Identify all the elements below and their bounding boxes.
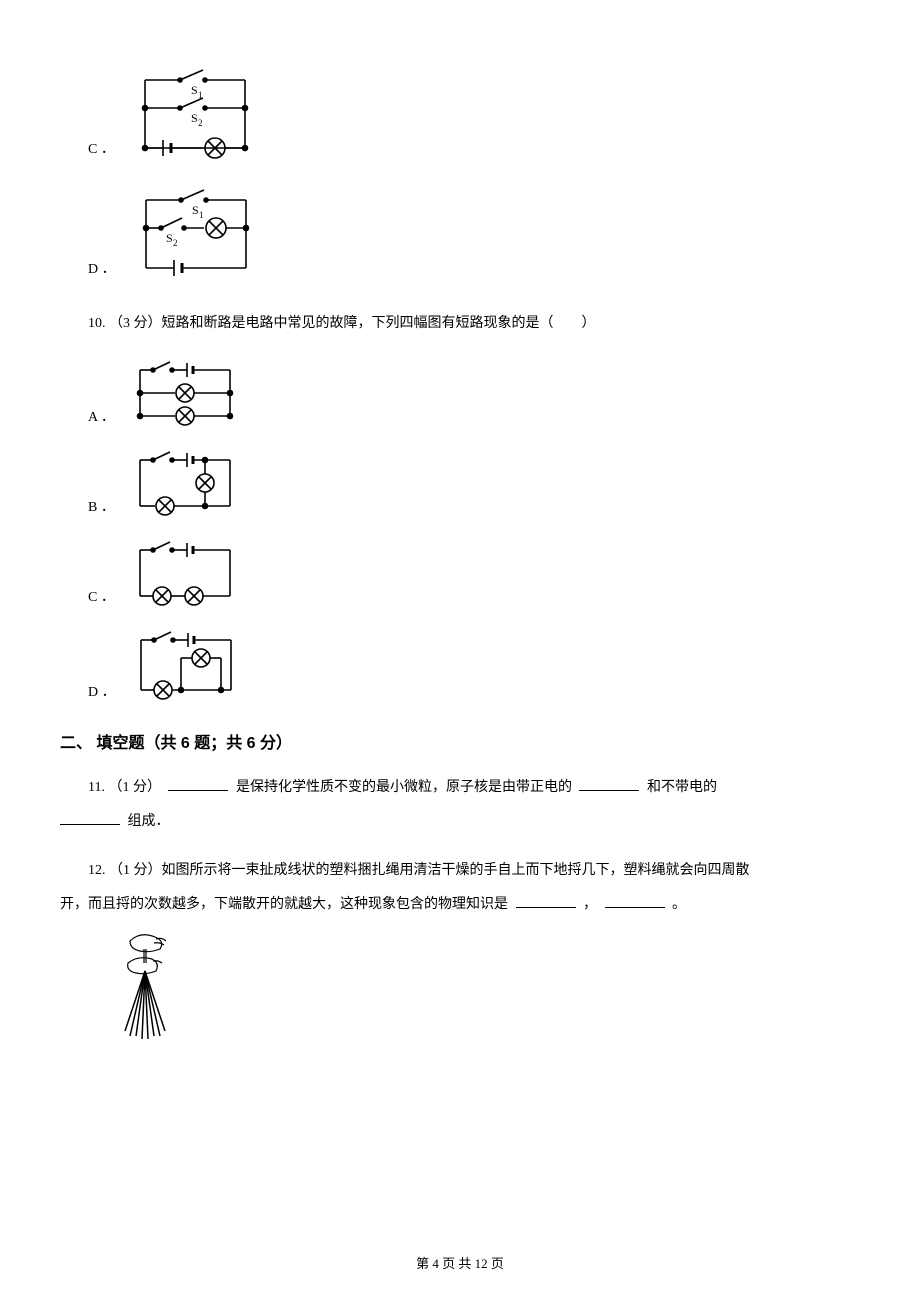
question-10: 10. （3 分）短路和断路是电路中常见的故障，下列四幅图有短路现象的是（ ）: [88, 310, 860, 338]
svg-text:2: 2: [198, 118, 203, 128]
q11-part3: 组成．: [128, 814, 170, 829]
option-label: D ．: [88, 258, 116, 280]
option-label: C ．: [88, 586, 115, 608]
blank: [60, 811, 120, 825]
option-label: C ．: [88, 138, 115, 160]
option-d-top: D ． S 1 S 2: [88, 180, 860, 280]
q12-line2-p3: 。: [672, 897, 686, 912]
svg-text:S: S: [191, 111, 198, 125]
q12-line2-p2: ，: [583, 897, 597, 912]
svg-text:1: 1: [199, 210, 204, 220]
circuit-q10-c: [125, 538, 245, 608]
q10-option-b: B ．: [88, 448, 860, 518]
circuit-q10-b: [125, 448, 245, 518]
section-2-heading: 二、 填空题（共 6 题；共 6 分）: [60, 729, 860, 753]
q11-part1: 是保持化学性质不变的最小微粒，原子核是由带正电的: [236, 780, 576, 795]
q12-figure: [110, 931, 860, 1041]
option-label: B ．: [88, 496, 115, 518]
q12-line1: 12. （1 分）如图所示将一束扯成线状的塑料捆扎绳用清洁干燥的手自上而下地捋几…: [88, 863, 750, 878]
blank: [168, 777, 228, 791]
question-11: 11. （1 分） 是保持化学性质不变的最小微粒，原子核是由带正电的 和不带电的…: [88, 771, 860, 838]
svg-text:2: 2: [173, 238, 178, 248]
blank: [516, 894, 576, 908]
q11-prefix: 11. （1 分）: [88, 780, 164, 795]
blank: [579, 777, 639, 791]
q11-part2: 和不带电的: [647, 780, 717, 795]
svg-text:S: S: [192, 203, 199, 217]
circuit-q10-d: [126, 628, 246, 703]
option-label: D ．: [88, 681, 116, 703]
hands-rope-figure: [110, 931, 190, 1041]
option-c-top: C ． S 1 S 2: [88, 60, 860, 160]
question-12: 12. （1 分）如图所示将一束扯成线状的塑料捆扎绳用清洁干燥的手自上而下地捋几…: [88, 854, 860, 921]
question-10-text: 10. （3 分）短路和断路是电路中常见的故障，下列四幅图有短路现象的是（ ）: [88, 316, 596, 331]
svg-text:S: S: [166, 231, 173, 245]
circuit-d-top: S 1 S 2: [126, 180, 256, 280]
blank: [605, 894, 665, 908]
svg-text:S: S: [191, 83, 198, 97]
q10-option-a: A ．: [88, 358, 860, 428]
circuit-q10-a: [125, 358, 245, 428]
q10-option-d: D ．: [88, 628, 860, 703]
circuit-c-top: S 1 S 2: [125, 60, 255, 160]
q10-option-c: C ．: [88, 538, 860, 608]
q12-line2-p1: 开，而且捋的次数越多，下端散开的就越大，这种现象包含的物理知识是: [60, 897, 508, 912]
page-footer: 第 4 页 共 12 页: [0, 1253, 920, 1272]
option-label: A ．: [88, 406, 115, 428]
